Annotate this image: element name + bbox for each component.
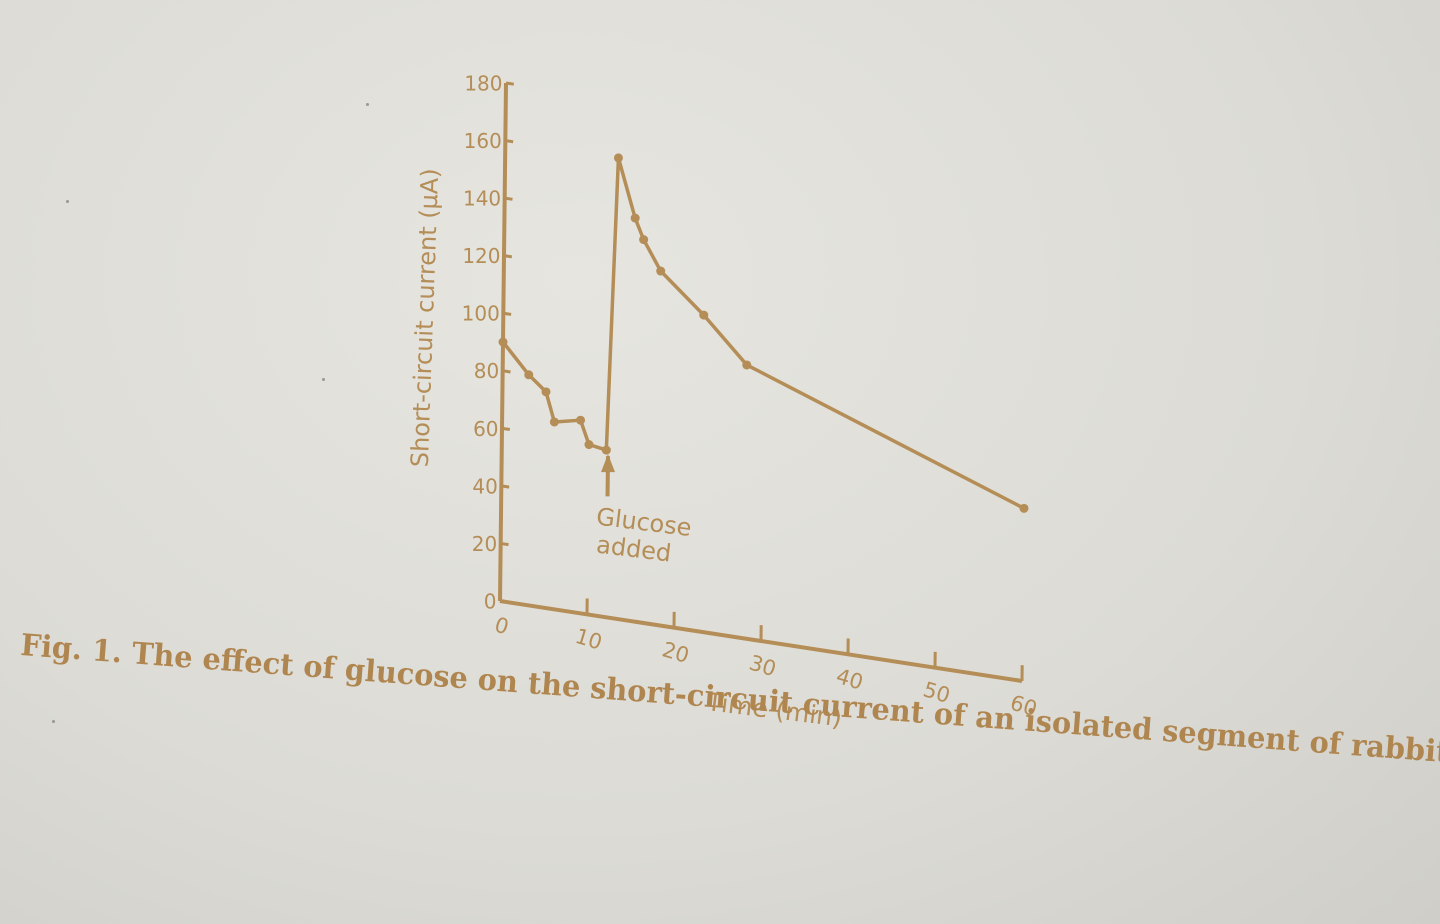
data-point [699,310,709,320]
y-axis-label: Short-circuit current (μA) [406,168,444,468]
data-point [639,235,649,245]
y-tick [505,81,515,86]
data-line [501,156,1025,510]
data-point [524,370,534,380]
data-point [541,387,551,397]
data-point [601,445,611,455]
y-tick-label: 60 [473,417,498,441]
data-point [613,153,623,163]
y-tick-label: 120 [462,244,500,268]
y-tick [504,196,513,201]
data-point [576,415,586,425]
y-tick [505,139,514,144]
y-tick-label: 160 [464,129,502,153]
y-tick [503,254,513,259]
y-tick [502,369,511,374]
chart-series [498,153,1029,513]
y-tick-label: 20 [472,532,497,556]
y-tick-label: 180 [464,71,502,95]
y-tick [500,541,509,547]
y-tick-label: 0 [484,589,497,613]
x-tick-label: 10 [572,624,605,655]
data-point [584,440,594,450]
data-point [656,266,666,276]
y-tick [501,426,511,432]
y-tick-label: 80 [474,359,499,383]
speck [52,720,55,723]
x-tick-label: 30 [746,651,779,682]
data-point [1019,503,1029,513]
y-tick [501,484,510,489]
y-tick-label: 100 [462,302,500,326]
y-tick [499,599,509,604]
y-tick [503,311,512,316]
data-point [742,360,752,370]
data-point [630,213,640,223]
y-tick-label: 140 [463,187,501,211]
chart-axes [498,82,1023,683]
speck [366,103,369,106]
x-tick-label: 20 [659,637,692,668]
y-tick-label: 40 [472,474,497,498]
x-tick-label: 0 [492,613,512,640]
speck [66,200,69,203]
data-point [549,417,559,427]
data-point [498,337,508,347]
annotation-arrowhead [601,454,616,473]
speck [322,378,325,381]
